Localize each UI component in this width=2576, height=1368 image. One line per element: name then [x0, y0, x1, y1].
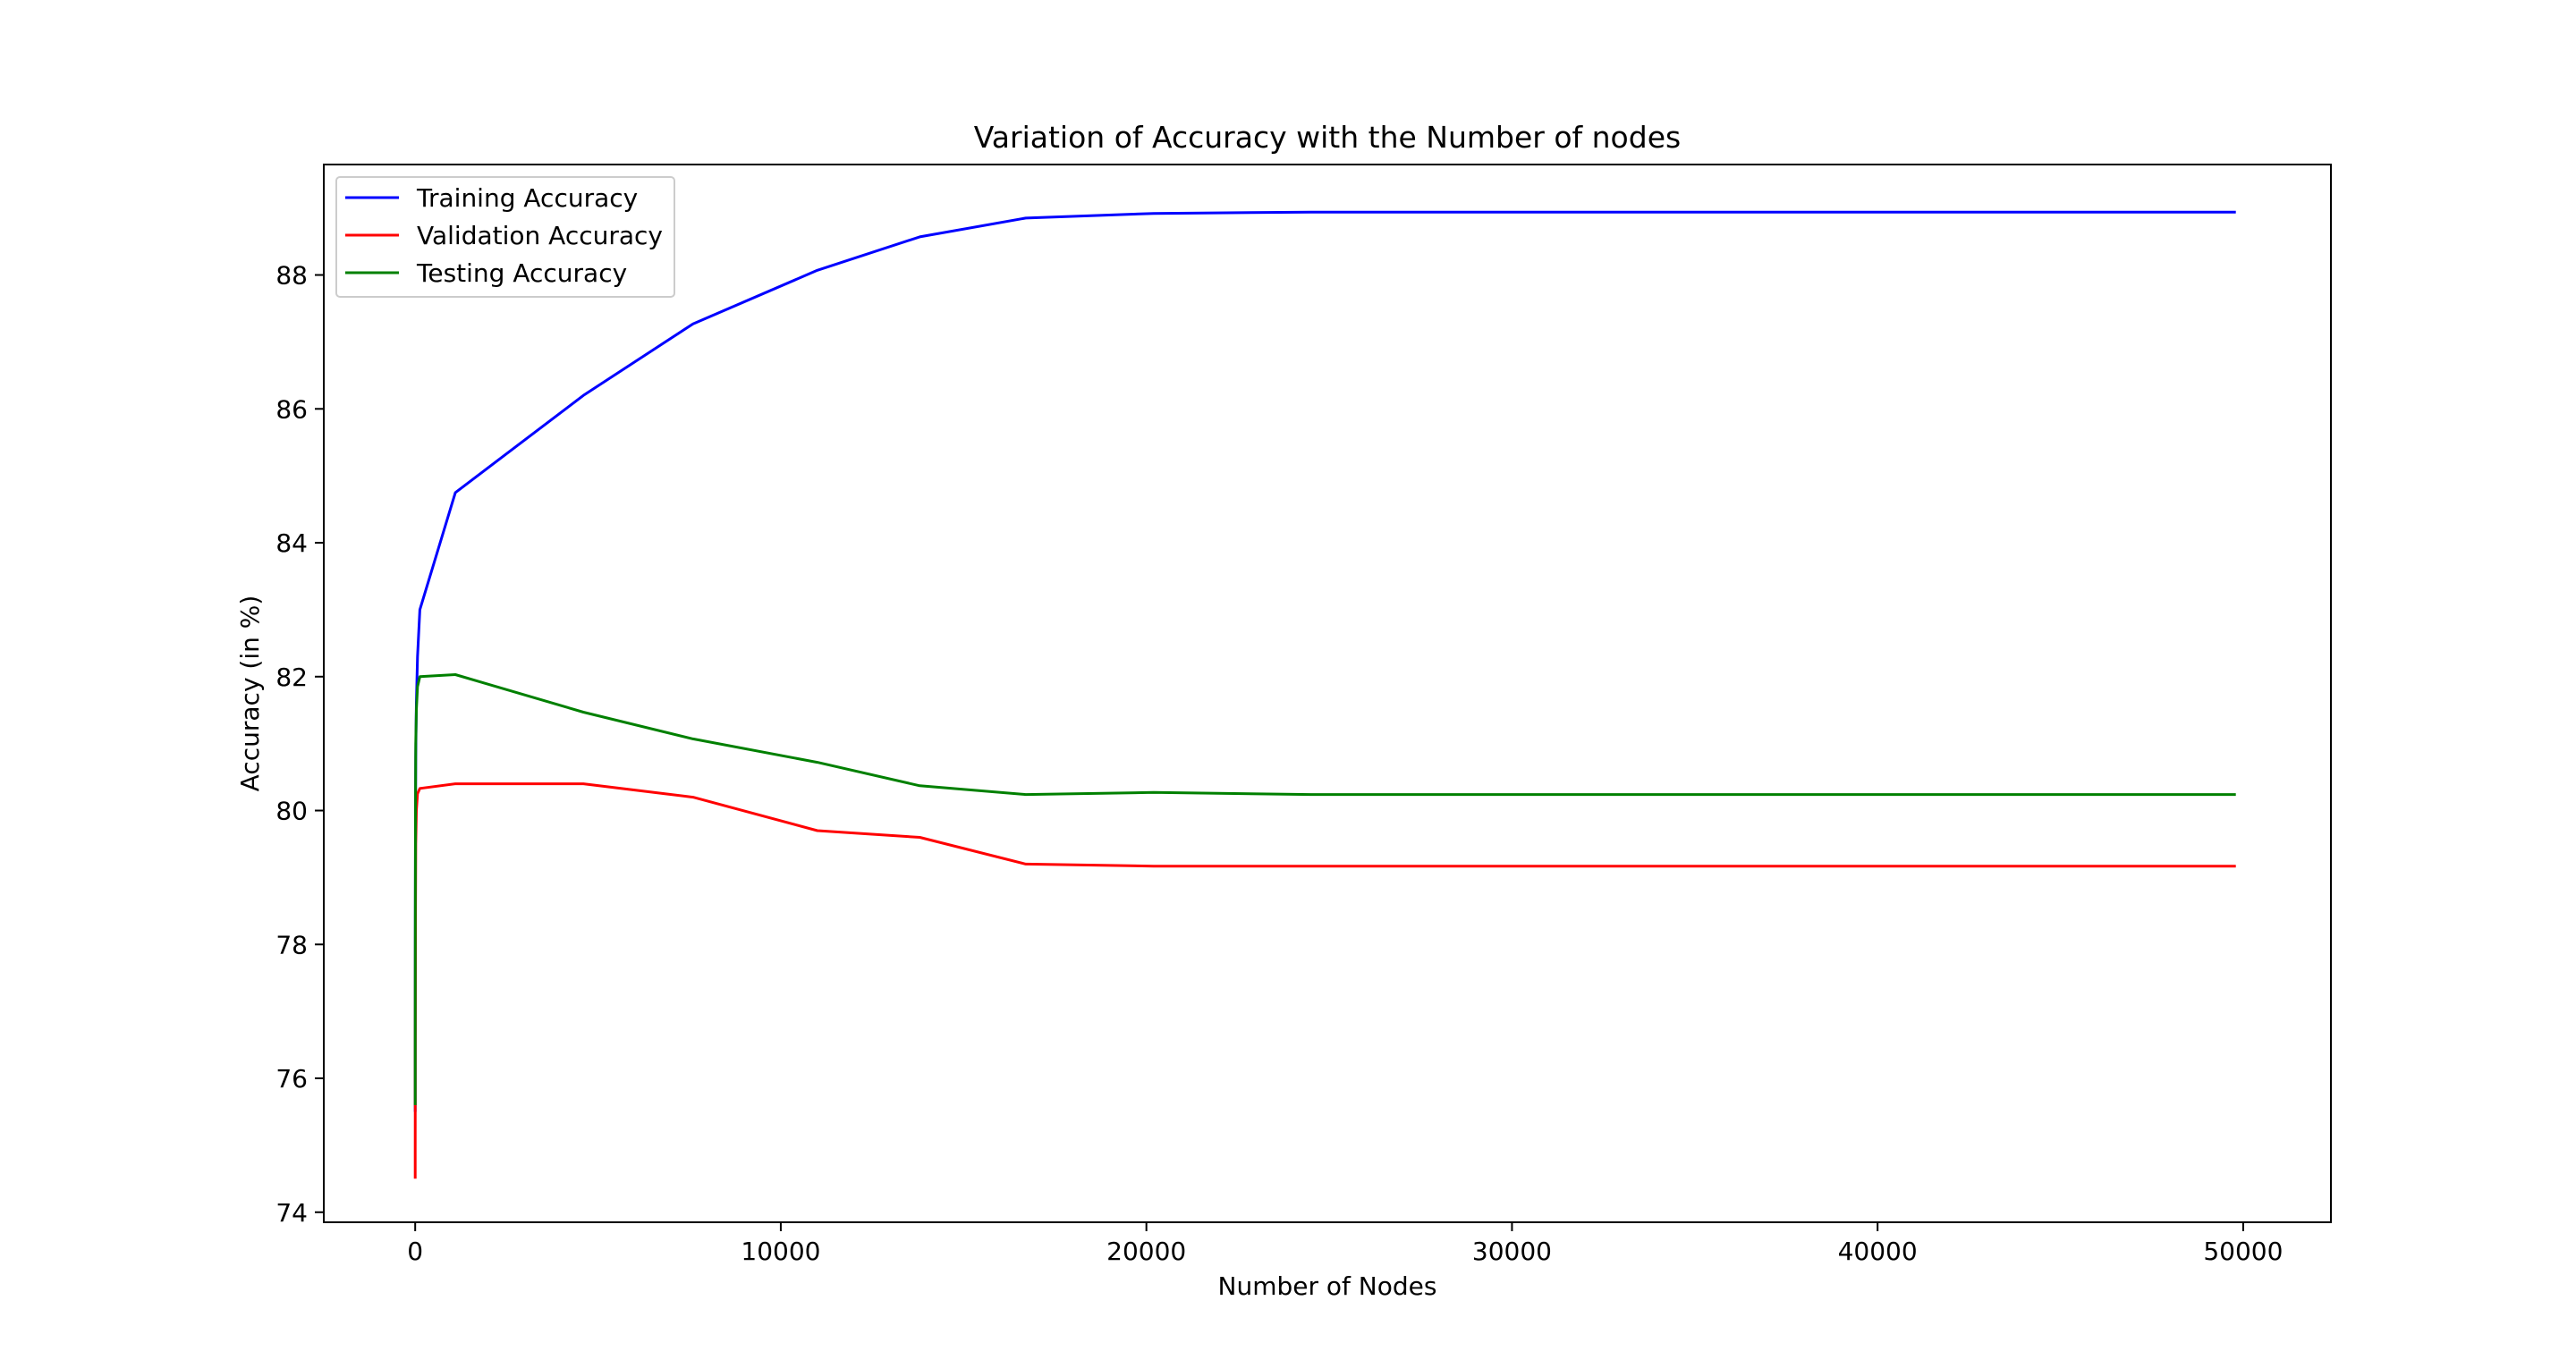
legend-entry-validation: Validation Accuracy — [345, 221, 663, 250]
series-lines — [413, 210, 2236, 1179]
x-tick-label: 10000 — [741, 1237, 820, 1266]
legend-label-training: Training Accuracy — [416, 183, 638, 213]
y-tick-label: 80 — [275, 797, 308, 826]
y-axis-ticks: 74 76 78 80 82 84 86 88 — [275, 261, 324, 1228]
legend-box — [335, 176, 675, 298]
y-tick-label: 84 — [275, 528, 308, 558]
x-tick-label: 0 — [407, 1237, 423, 1266]
x-tick-label: 30000 — [1472, 1237, 1552, 1266]
legend-entry-testing: Testing Accuracy — [345, 258, 627, 288]
x-tick-label: 40000 — [1838, 1237, 1918, 1266]
y-axis-title: Accuracy (in %) — [235, 595, 265, 792]
x-tick-label: 50000 — [2203, 1237, 2283, 1266]
x-tick-label: 20000 — [1106, 1237, 1186, 1266]
y-tick-label: 82 — [275, 663, 308, 692]
y-tick-label: 74 — [275, 1198, 308, 1228]
chart-title: Variation of Accuracy with the Number of… — [974, 120, 1681, 155]
legend-label-validation: Validation Accuracy — [417, 221, 663, 250]
x-axis-ticks: 0 10000 20000 30000 40000 50000 — [407, 1222, 2283, 1266]
legend: Training Accuracy Validation Accuracy Te… — [335, 176, 675, 298]
y-tick-label: 88 — [275, 261, 308, 291]
x-axis-title: Number of Nodes — [1218, 1271, 1437, 1301]
plot-area — [323, 164, 2332, 1223]
y-tick-label: 76 — [275, 1064, 308, 1094]
y-tick-label: 86 — [275, 394, 308, 424]
legend-entry-training: Training Accuracy — [345, 183, 638, 213]
legend-label-testing: Testing Accuracy — [416, 258, 627, 288]
y-tick-label: 78 — [275, 930, 308, 959]
testing-accuracy-line — [413, 673, 2236, 1105]
